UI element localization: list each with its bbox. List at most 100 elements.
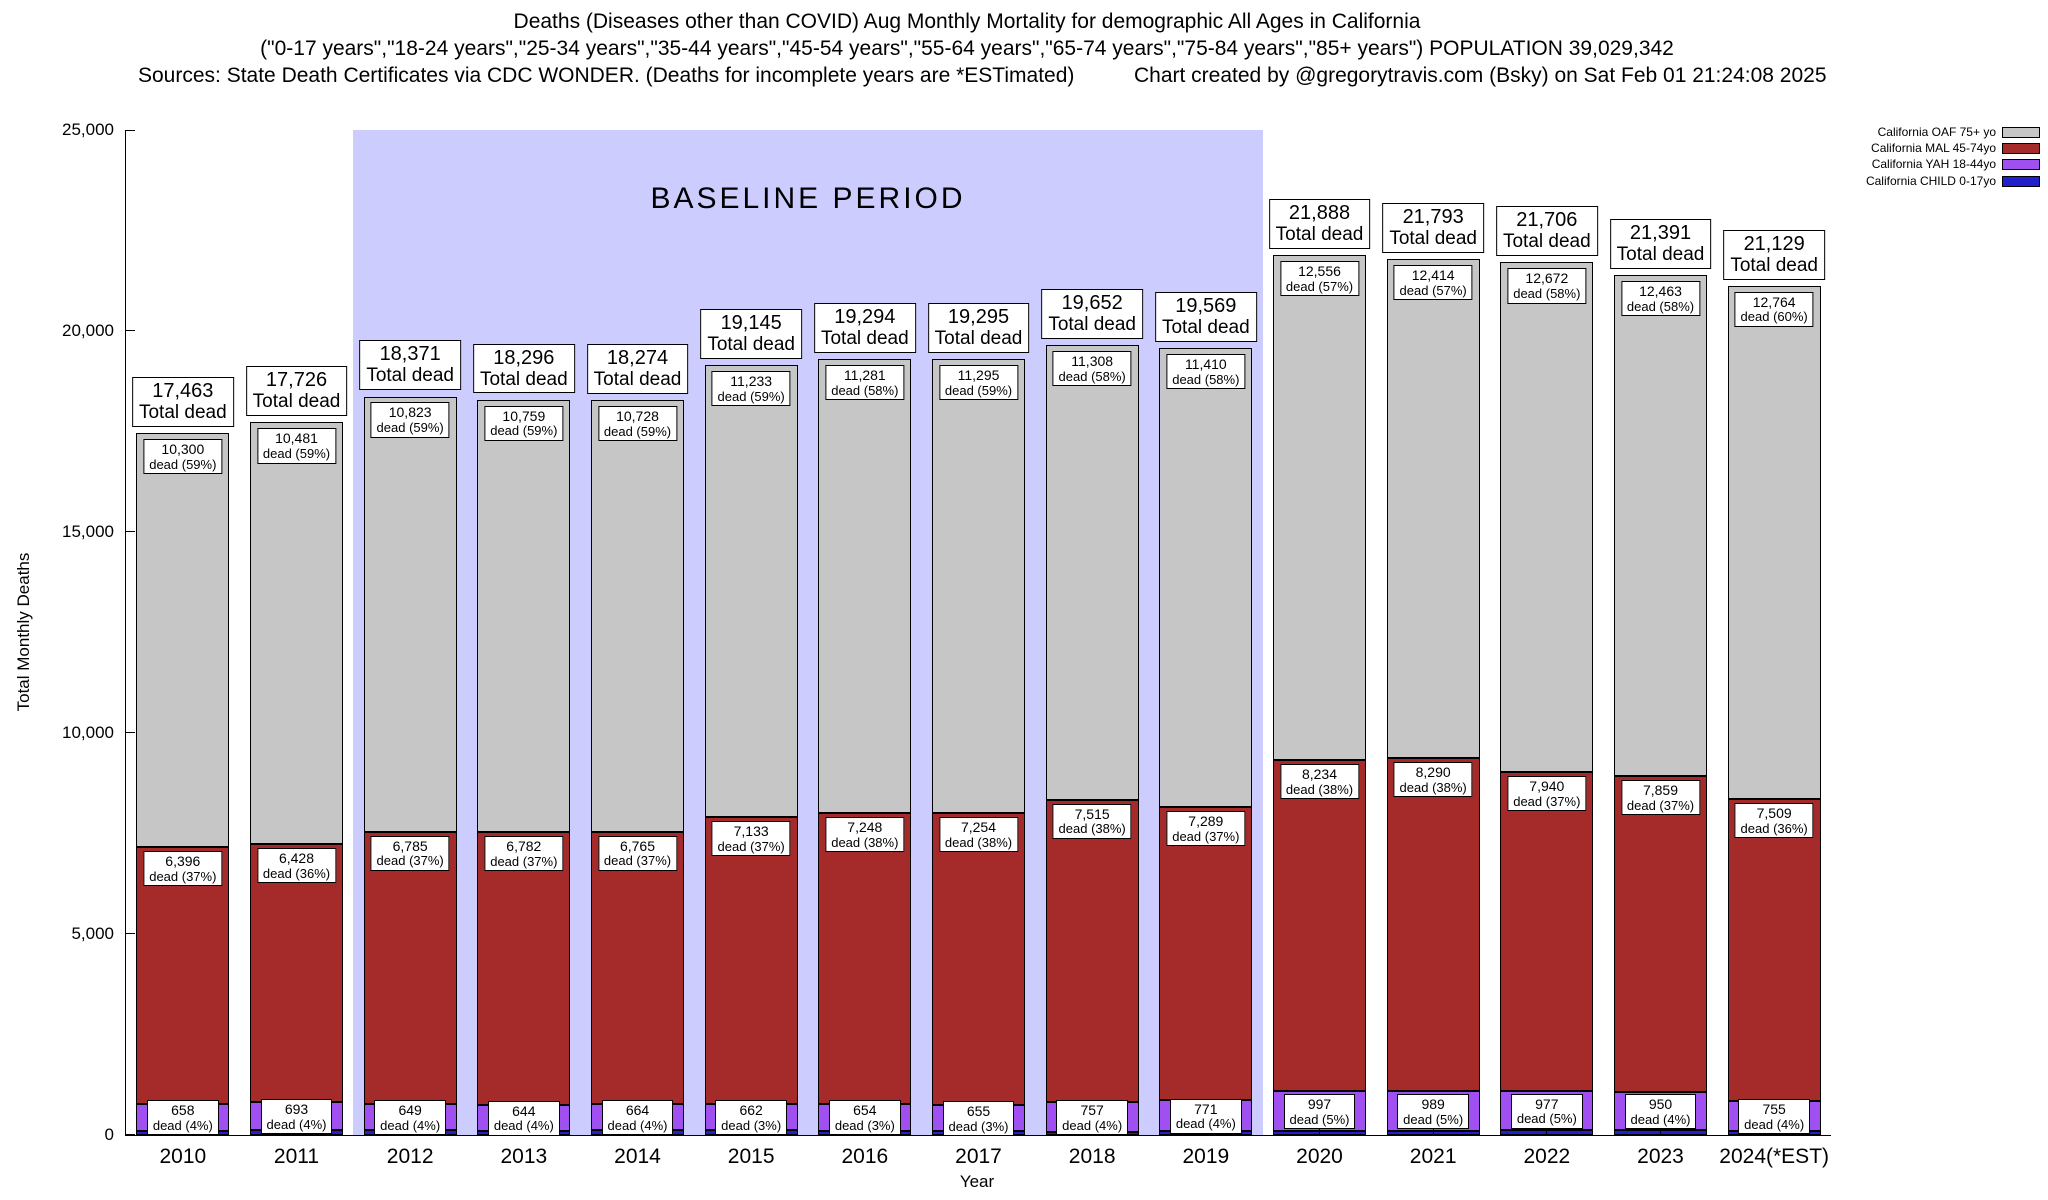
x-axis-tick-label: 2011	[273, 1145, 320, 1168]
segment-label-yah-2022: 977 dead (5%)	[1510, 1093, 1583, 1129]
segment-label-yah-2013-pct: dead (4%)	[493, 1118, 554, 1134]
x-axis-tick	[1546, 1127, 1548, 1135]
x-axis-tick-label: 2020	[1296, 1145, 1343, 1168]
chart-title-line2: ("0-17 years","18-24 years","25-34 years…	[260, 37, 1674, 60]
segment-label-oaf-2017: 11,295 dead (59%)	[938, 365, 1019, 401]
total-dead-label-2021: 21,793 Total dead	[1382, 202, 1484, 253]
segment-label-oaf-2014: 10,728 dead (59%)	[597, 406, 678, 442]
segment-label-mal-2011-pct: dead (36%)	[262, 865, 331, 881]
segment-label-oaf-2023-pct: dead (58%)	[1626, 298, 1695, 314]
segment-label-mal-2017-pct: dead (38%)	[944, 835, 1013, 851]
segment-label-yah-2024(*EST)-pct: dead (4%)	[1744, 1116, 1805, 1132]
segment-label-yah-2021-value: 989	[1421, 1096, 1445, 1113]
segment-label-oaf-2011: 10,481 dead (59%)	[256, 428, 337, 464]
total-dead-value: 21,793	[1402, 205, 1464, 228]
segment-label-mal-2019-pct: dead (37%)	[1172, 828, 1240, 844]
bar-segment-oaf-2017	[932, 359, 1025, 814]
bar-segment-oaf-2020	[1273, 255, 1366, 760]
bar-segment-oaf-2015	[704, 365, 798, 817]
segment-label-mal-2016: 7,248 dead (38%)	[825, 816, 905, 852]
chart-credit-note: Chart created by @gregorytravis.com (Bsk…	[1134, 64, 1827, 87]
total-dead-label-2023: 21,391 Total dead	[1609, 219, 1712, 269]
segment-label-oaf-2016-pct: dead (58%)	[831, 383, 899, 399]
bar-segment-mal-2022	[1500, 771, 1594, 1092]
total-dead-text: Total dead	[593, 369, 682, 391]
total-dead-text: Total dead	[1161, 317, 1250, 339]
segment-label-yah-2020-value: 997	[1307, 1095, 1332, 1112]
segment-label-mal-2022-pct: dead (37%)	[1513, 793, 1581, 809]
segment-label-mal-2021-value: 8,290	[1415, 763, 1451, 780]
segment-label-oaf-2022: 12,672 dead (58%)	[1507, 268, 1587, 304]
segment-label-yah-2017-pct: dead (3%)	[948, 1118, 1009, 1134]
segment-label-mal-2020-value: 8,234	[1301, 765, 1338, 782]
segment-label-mal-2016-value: 7,248	[847, 818, 883, 835]
total-dead-label-2013: 18,296 Total dead	[472, 343, 575, 394]
segment-label-mal-2013-pct: dead (37%)	[490, 853, 558, 869]
y-axis-title: Total Monthly Deaths	[14, 552, 33, 712]
x-axis-tick-label: 2013	[500, 1145, 548, 1168]
x-axis-tick	[1432, 1127, 1434, 1135]
segment-label-oaf-2011-pct: dead (59%)	[262, 446, 331, 462]
segment-label-oaf-2020-value: 12,556	[1298, 263, 1341, 280]
segment-label-yah-2010-pct: dead (4%)	[152, 1118, 213, 1134]
chart-title-line1: Deaths (Diseases other than COVID) Aug M…	[513, 10, 1421, 33]
segment-label-yah-2024(*EST)-value: 755	[1762, 1100, 1786, 1117]
total-dead-label-2015: 19,145 Total dead	[700, 309, 802, 360]
x-axis-tick-label: 2016	[841, 1145, 889, 1168]
chart-sources-note: Sources: State Death Certificates via CD…	[138, 64, 1075, 87]
bar-segment-mal-2021	[1386, 757, 1480, 1092]
y-axis-tick-label: 25,000	[62, 120, 114, 139]
segment-label-mal-2020-pct: dead (38%)	[1285, 781, 1354, 797]
bar-segment-mal-2016	[818, 812, 912, 1105]
legend-swatch-oaf	[2002, 127, 2040, 139]
total-dead-value: 17,463	[152, 379, 214, 402]
segment-label-oaf-2021: 12,414 dead (57%)	[1393, 264, 1473, 300]
segment-label-yah-2016: 654 dead (3%)	[828, 1100, 901, 1136]
legend-item-oaf: California OAF 75+ yo	[1866, 125, 2040, 139]
segment-label-mal-2018-value: 7,515	[1074, 805, 1110, 822]
bar-segment-mal-2013	[477, 832, 571, 1105]
segment-label-oaf-2018-pct: dead (58%)	[1058, 368, 1126, 384]
segment-label-yah-2023-value: 950	[1648, 1096, 1673, 1113]
segment-label-yah-2011: 693 dead (4%)	[260, 1099, 333, 1135]
segment-label-oaf-2022-value: 12,672	[1525, 270, 1569, 287]
total-dead-value: 17,726	[265, 369, 328, 392]
bar-segment-mal-2011	[250, 843, 343, 1103]
x-axis-tick-label: 2015	[727, 1145, 775, 1168]
segment-label-mal-2024(*EST)-value: 7,509	[1756, 804, 1792, 821]
segment-label-oaf-2021-pct: dead (57%)	[1399, 282, 1467, 298]
segment-label-oaf-2020: 12,556 dead (57%)	[1279, 261, 1360, 297]
bar-segment-mal-2023	[1614, 776, 1707, 1093]
y-axis-tick	[126, 732, 135, 733]
legend-label-yah: California YAH 18-44yo	[1871, 157, 1996, 172]
segment-label-yah-2014-value: 664	[625, 1101, 650, 1118]
segment-label-yah-2017: 655 dead (3%)	[942, 1101, 1015, 1137]
x-axis-tick-label: 2024(*EST)	[1719, 1145, 1830, 1168]
segment-label-mal-2019: 7,289 dead (37%)	[1166, 811, 1246, 847]
segment-label-yah-2010-value: 658	[171, 1102, 195, 1119]
segment-label-oaf-2010: 10,300 dead (59%)	[143, 438, 223, 475]
bar-segment-oaf-2018	[1045, 345, 1139, 800]
segment-label-yah-2023-pct: dead (4%)	[1630, 1111, 1691, 1127]
segment-label-mal-2024(*EST): 7,509 dead (36%)	[1734, 802, 1814, 838]
x-axis-tick-label: 2017	[955, 1145, 1002, 1168]
bar-segment-oaf-2019	[1159, 348, 1253, 808]
bar-segment-oaf-2021	[1386, 258, 1480, 758]
bar-segment-oaf-2011	[250, 422, 343, 844]
legend-label-oaf: California OAF 75+ yo	[1877, 125, 1996, 139]
total-dead-text: Total dead	[934, 328, 1023, 350]
segment-label-mal-2012: 6,785 dead (37%)	[370, 835, 450, 871]
segment-label-yah-2015-pct: dead (3%)	[721, 1117, 782, 1133]
segment-label-yah-2022-value: 977	[1535, 1095, 1559, 1112]
segment-label-mal-2017: 7,254 dead (38%)	[938, 817, 1019, 853]
segment-label-oaf-2018-value: 11,308	[1071, 352, 1114, 369]
segment-label-mal-2017-value: 7,254	[960, 819, 997, 836]
x-axis-tick-label: 2012	[386, 1145, 434, 1168]
segment-label-yah-2020: 997 dead (5%)	[1283, 1093, 1356, 1129]
segment-label-oaf-2019-value: 11,410	[1184, 356, 1227, 373]
segment-label-oaf-2024(*EST): 12,764 dead (60%)	[1734, 291, 1814, 327]
x-axis-tick-label: 2022	[1523, 1145, 1571, 1168]
segment-label-oaf-2011-value: 10,481	[275, 430, 318, 447]
segment-label-yah-2011-pct: dead (4%)	[266, 1116, 327, 1132]
bar-segment-oaf-2014	[591, 400, 684, 832]
